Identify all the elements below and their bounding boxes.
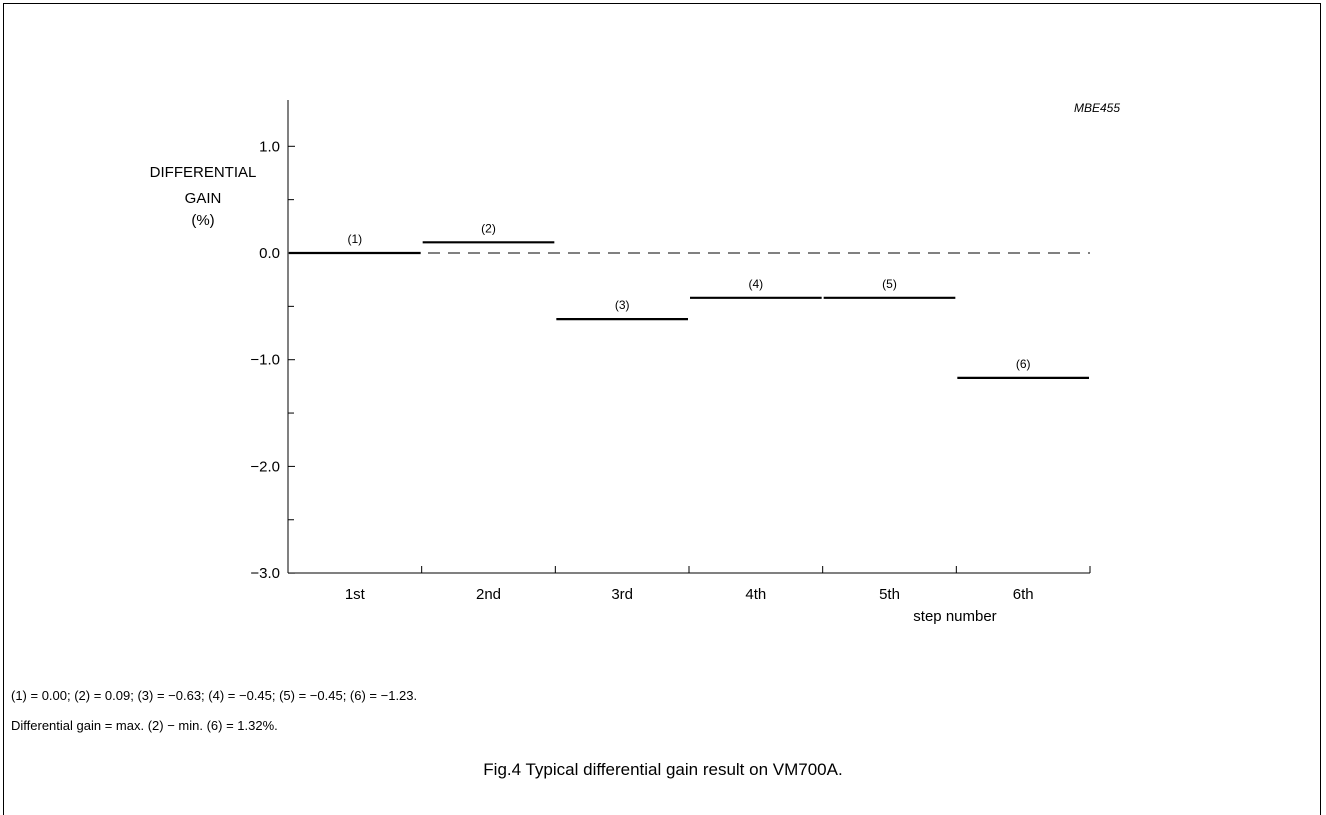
segment-label: (3) [615, 298, 630, 312]
segment-label: (5) [882, 277, 897, 291]
segment-label: (6) [1016, 357, 1031, 371]
x-tick-label: 6th [1013, 586, 1034, 603]
step-segments: (1) (2) (3) (4) (5) (6) [289, 221, 1089, 379]
y-ticks: 1.0 0.0 −1.0 −2.0 −3.0 [250, 138, 295, 582]
values-note: (1) = 0.00; (2) = 0.09; (3) = −0.63; (4)… [11, 688, 418, 703]
y-axis-label-line: GAIN [185, 190, 222, 207]
segment-label: (4) [748, 277, 763, 291]
x-tick-label: 1st [345, 586, 366, 603]
segment-label: (1) [347, 232, 362, 246]
y-axis-label-line: DIFFERENTIAL [150, 164, 257, 181]
x-tick-label: 4th [745, 586, 766, 603]
axes [287, 100, 1090, 574]
x-axis-label: step number [913, 608, 996, 625]
y-tick-label: 1.0 [259, 138, 280, 155]
x-tick-label: 2nd [476, 586, 501, 603]
y-tick-label: 0.0 [259, 245, 280, 262]
segment-label: (2) [481, 221, 496, 235]
summary-note: Differential gain = max. (2) − min. (6) … [11, 718, 278, 733]
y-axis-label-line: (%) [191, 212, 214, 229]
chart: 1.0 0.0 −1.0 −2.0 −3.0 1st 2nd 3rd 4th 5th 6th (1… [150, 100, 1120, 625]
y-axis-label: DIFFERENTIAL GAIN (%) [150, 164, 257, 229]
figure-frame [3, 3, 1321, 815]
x-tick-label: 5th [879, 586, 900, 603]
x-tick-label: 3rd [611, 586, 633, 603]
y-tick-label: −3.0 [250, 565, 280, 582]
x-ticks: 1st 2nd 3rd 4th 5th 6th [345, 566, 1091, 603]
y-tick-label: −1.0 [250, 352, 280, 369]
figure-caption: Fig.4 Typical differential gain result o… [483, 760, 843, 779]
figure-code: MBE455 [1074, 101, 1120, 115]
y-tick-label: −2.0 [250, 458, 280, 475]
